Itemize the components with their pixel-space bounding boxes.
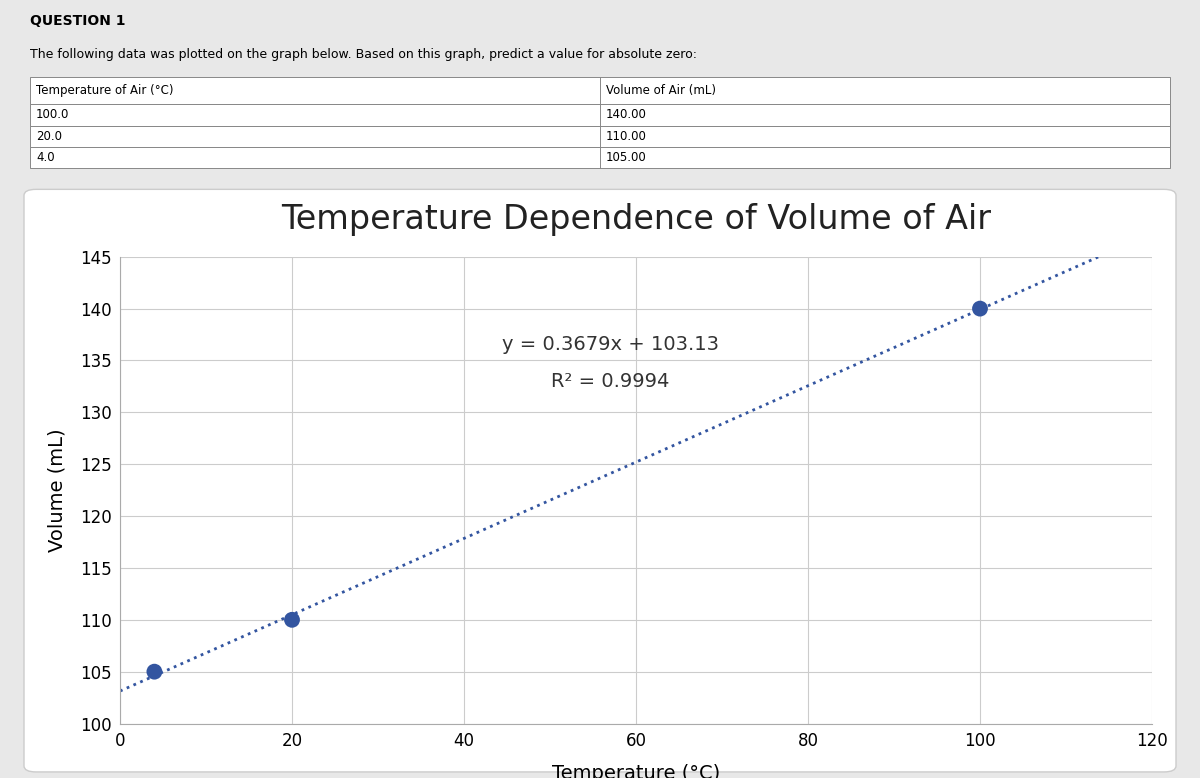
Text: 4.0: 4.0 [36,151,55,163]
FancyBboxPatch shape [24,189,1176,772]
Title: Temperature Dependence of Volume of Air: Temperature Dependence of Volume of Air [281,203,991,236]
Text: QUESTION 1: QUESTION 1 [30,14,126,28]
Text: Volume of Air (mL): Volume of Air (mL) [606,84,716,97]
Text: 140.00: 140.00 [606,108,647,121]
Text: 105.00: 105.00 [606,151,647,163]
Bar [30,104,1170,125]
Text: 110.00: 110.00 [606,130,647,142]
Point [282,614,301,626]
Text: 20.0: 20.0 [36,130,62,142]
Y-axis label: Volume (mL): Volume (mL) [47,429,66,552]
Text: y = 0.3679x + 103.13: y = 0.3679x + 103.13 [502,335,719,355]
Point [971,303,990,315]
Text: The following data was plotted on the graph below. Based on this graph, predict : The following data was plotted on the gr… [30,48,697,61]
Text: R² = 0.9994: R² = 0.9994 [551,372,670,391]
Bar [30,146,1170,168]
X-axis label: Temperature (°C): Temperature (°C) [552,764,720,778]
Point [145,665,164,678]
Text: 100.0: 100.0 [36,108,70,121]
Text: Temperature of Air (°C): Temperature of Air (°C) [36,84,174,97]
Bar [30,77,1170,104]
Bar [30,125,1170,146]
